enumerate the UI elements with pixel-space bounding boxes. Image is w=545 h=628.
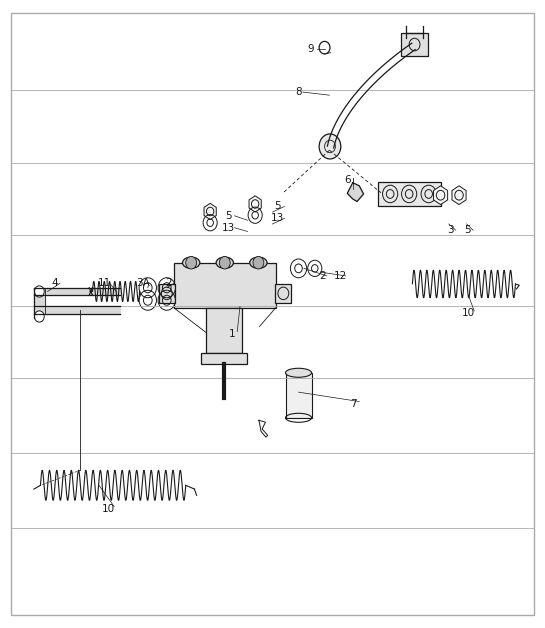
Text: 5: 5: [225, 211, 231, 221]
Polygon shape: [433, 186, 447, 205]
Bar: [201, 353, 247, 364]
Text: 2: 2: [319, 271, 326, 281]
Text: 2: 2: [165, 278, 172, 288]
Bar: [401, 33, 428, 56]
Ellipse shape: [250, 257, 267, 268]
Text: 6: 6: [344, 175, 350, 185]
Ellipse shape: [286, 368, 312, 377]
Bar: [174, 263, 276, 308]
Bar: [378, 182, 440, 206]
Text: 8: 8: [295, 87, 302, 97]
Text: 5: 5: [275, 202, 281, 212]
Circle shape: [319, 134, 341, 159]
Circle shape: [219, 256, 230, 269]
Polygon shape: [34, 288, 45, 314]
Text: 4: 4: [51, 278, 58, 288]
Text: 11: 11: [98, 278, 111, 288]
Text: 10: 10: [102, 504, 116, 514]
Polygon shape: [347, 183, 364, 202]
Text: 7: 7: [350, 399, 357, 409]
Circle shape: [34, 286, 44, 297]
Text: 1: 1: [228, 329, 235, 339]
Text: 3: 3: [447, 225, 453, 236]
Text: 9: 9: [307, 44, 314, 54]
Text: 12: 12: [334, 271, 347, 281]
Text: 13: 13: [271, 214, 284, 224]
Bar: [286, 373, 312, 418]
Bar: [275, 284, 291, 303]
Ellipse shape: [216, 257, 233, 268]
Text: 3A: 3A: [137, 278, 150, 288]
Polygon shape: [34, 306, 119, 314]
Circle shape: [186, 256, 197, 269]
Circle shape: [253, 256, 264, 269]
Text: 5: 5: [464, 225, 471, 236]
Polygon shape: [204, 203, 216, 220]
Ellipse shape: [183, 257, 200, 268]
Text: 13: 13: [221, 223, 235, 233]
Bar: [207, 308, 241, 353]
Text: 10: 10: [462, 308, 475, 318]
Polygon shape: [249, 196, 261, 212]
Circle shape: [34, 311, 44, 322]
Bar: [159, 284, 175, 303]
Polygon shape: [452, 186, 466, 205]
Polygon shape: [34, 288, 119, 295]
